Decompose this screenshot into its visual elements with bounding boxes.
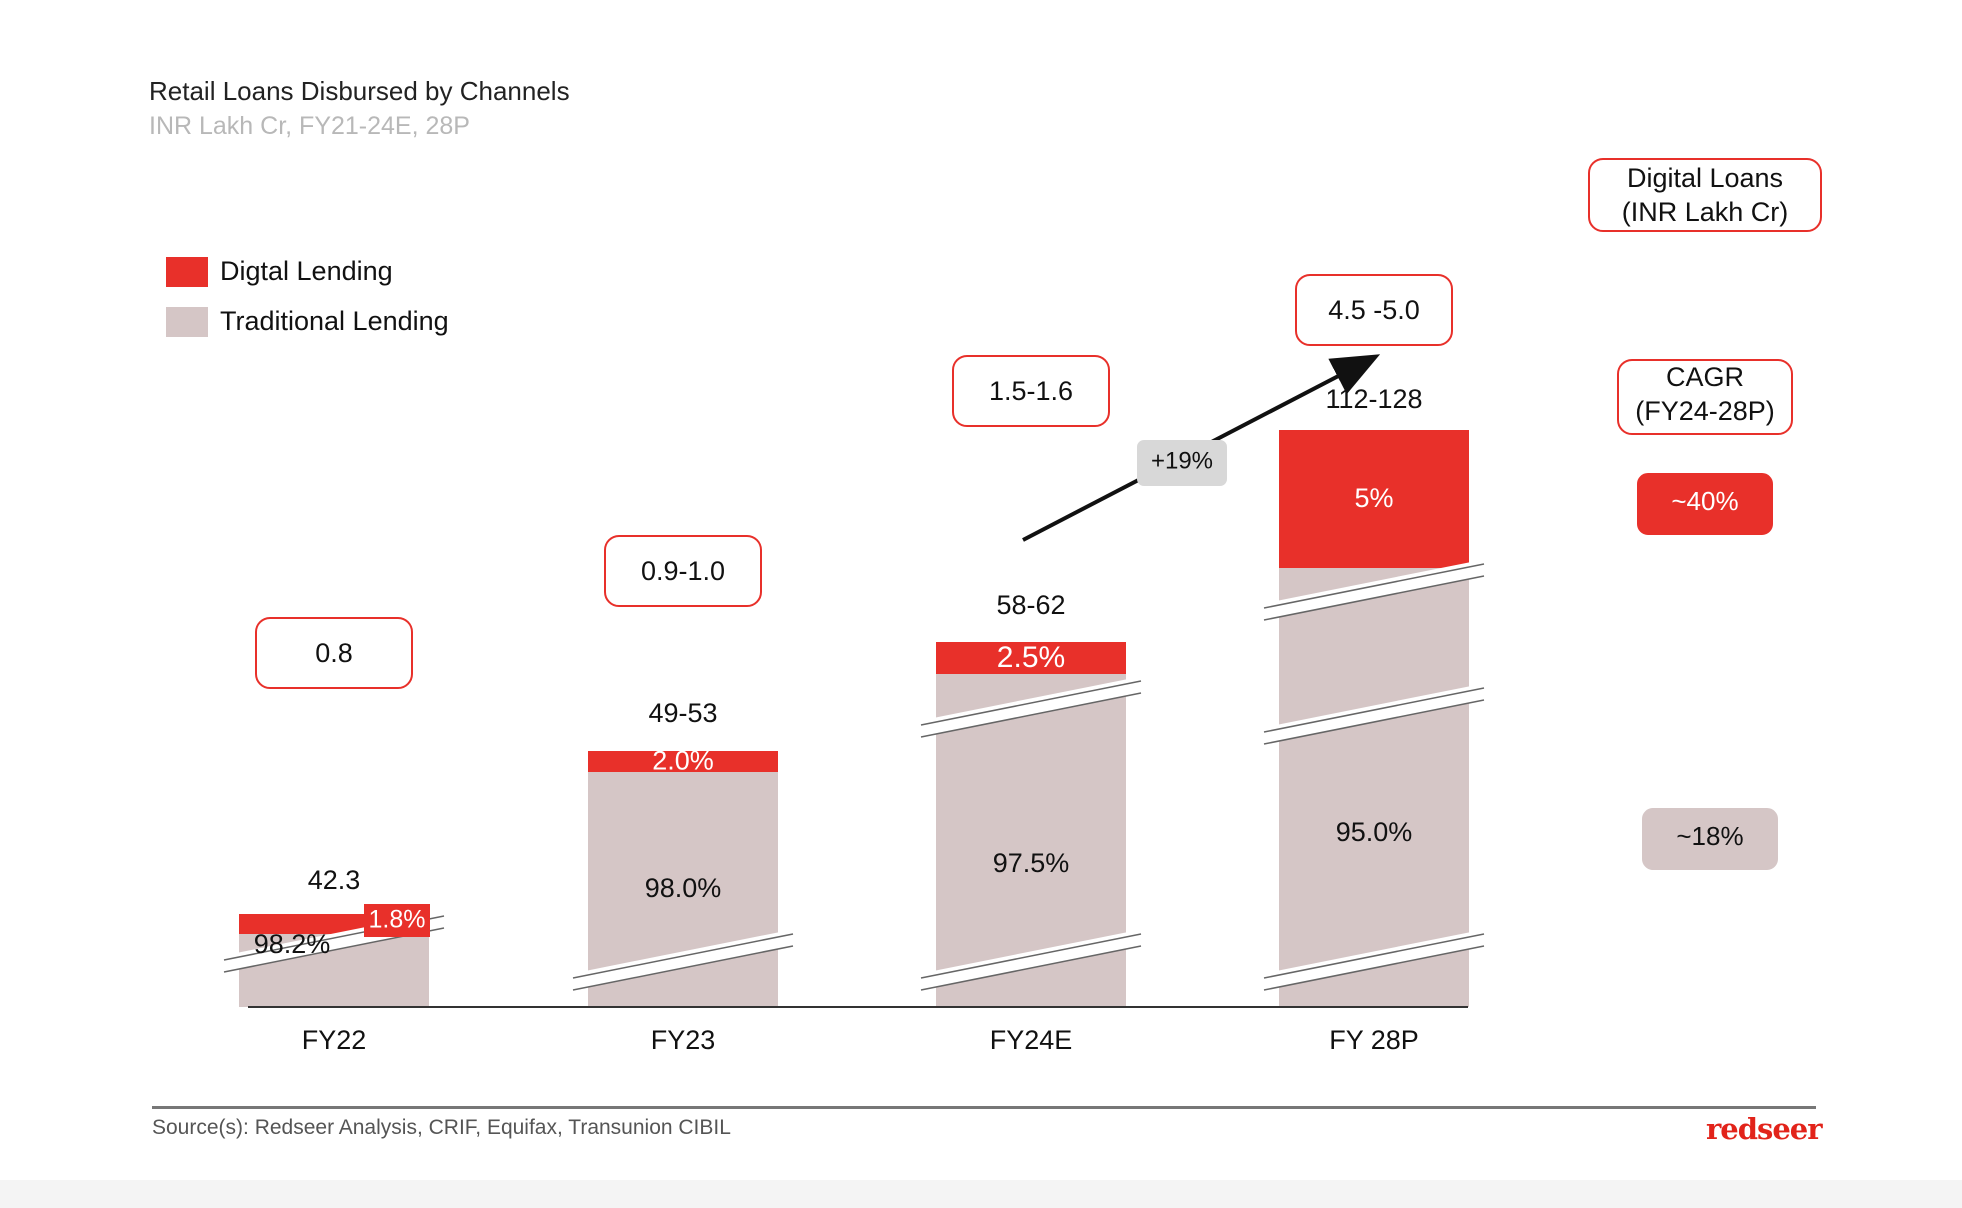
digital-loans-box bbox=[604, 535, 762, 607]
bar-digital bbox=[936, 642, 1126, 674]
axis-break-mark bbox=[920, 929, 1142, 991]
digital-loans-value: 0.9-1.0 bbox=[641, 556, 725, 586]
data-label-traditional: 98.2% bbox=[254, 929, 331, 959]
legend-swatch-traditional bbox=[166, 306, 208, 337]
axis-break-mark-line bbox=[1263, 933, 1485, 979]
footer-divider bbox=[152, 1106, 1816, 1109]
total-label: 42.3 bbox=[308, 865, 361, 895]
data-label-digital: 2.0% bbox=[652, 746, 714, 776]
cagr-header-text: CAGR bbox=[1666, 362, 1744, 392]
traditional-cagr-value: ~18% bbox=[1676, 821, 1743, 851]
axis-break-mark-line bbox=[1263, 945, 1485, 991]
cagr-header-box bbox=[1617, 359, 1793, 435]
data-label-digital: 2.5% bbox=[997, 641, 1065, 674]
axis-break-mark-line bbox=[1263, 699, 1485, 745]
chart-subtitle: INR Lakh Cr, FY21-24E, 28P bbox=[149, 112, 470, 140]
digital-loans-header-box bbox=[1588, 158, 1822, 232]
axis-break-mark-line bbox=[572, 945, 794, 991]
digital-loans-value: 0.8 bbox=[315, 638, 353, 668]
axis-break-mark-line bbox=[920, 680, 1142, 726]
data-label-digital: 5% bbox=[1354, 483, 1393, 513]
bar-traditional bbox=[1279, 568, 1469, 1007]
x-tick-label: FY22 bbox=[302, 1025, 367, 1055]
traditional-cagr-badge bbox=[1642, 808, 1778, 870]
digital-loans-box bbox=[1295, 274, 1453, 346]
digital-loans-value: 4.5 -5.0 bbox=[1328, 295, 1420, 325]
data-label-traditional: 98.0% bbox=[645, 873, 722, 903]
axis-break-mark-line bbox=[1263, 575, 1485, 621]
bottom-strip bbox=[0, 1180, 1962, 1208]
axis-break-mark-line bbox=[920, 945, 1142, 991]
digital-loans-box bbox=[255, 617, 413, 689]
digital-loans-value: 1.5-1.6 bbox=[989, 376, 1073, 406]
total-label: 112-128 bbox=[1325, 384, 1422, 414]
growth-label: +19% bbox=[1151, 447, 1213, 474]
chart-area: 1.8% 98.2% 42.3 0.8 FY22 2.0% 98.0% 49-53 0.9-1.… bbox=[223, 158, 1822, 1055]
axis-break-mark bbox=[1263, 929, 1485, 991]
axis-break-mark bbox=[1263, 683, 1485, 745]
axis-break-mark-line bbox=[1263, 563, 1485, 609]
axis-break-mark-line bbox=[572, 933, 794, 979]
source-note: Source(s): Redseer Analysis, CRIF, Equif… bbox=[152, 1116, 731, 1139]
growth-badge bbox=[1137, 440, 1227, 486]
legend-label-digital: Digtal Lending bbox=[220, 256, 393, 286]
bar-digital bbox=[588, 751, 778, 772]
data-label-traditional: 95.0% bbox=[1336, 817, 1413, 847]
digital-loans-box bbox=[952, 355, 1110, 427]
axis-break-mark-line bbox=[920, 692, 1142, 738]
total-label: 49-53 bbox=[648, 698, 717, 728]
axis-break-mark bbox=[572, 929, 794, 991]
total-label: 58-62 bbox=[996, 590, 1065, 620]
legend-swatch-digital bbox=[166, 256, 208, 287]
axis-break-mark-line bbox=[1263, 687, 1485, 733]
legend-item-digital: Digtal Lending bbox=[166, 256, 393, 287]
axis-break-mark bbox=[1263, 559, 1485, 621]
digital-cagr-value: ~40% bbox=[1671, 486, 1738, 516]
digital-cagr-badge bbox=[1637, 473, 1773, 535]
axis-break-mark-line bbox=[920, 933, 1142, 979]
chart-title: Retail Loans Disbursed by Channels bbox=[149, 76, 570, 106]
bar-digital bbox=[1279, 430, 1469, 568]
legend-label-traditional: Traditional Lending bbox=[220, 306, 449, 336]
axis-break-mark bbox=[920, 676, 1142, 738]
data-label-traditional: 97.5% bbox=[993, 848, 1070, 878]
digital-loans-header-text: (INR Lakh Cr) bbox=[1622, 197, 1789, 227]
x-tick-label: FY 28P bbox=[1329, 1025, 1419, 1055]
x-tick-label: FY23 bbox=[651, 1025, 716, 1055]
digital-label-tag bbox=[364, 904, 430, 937]
redseer-logo: redseer bbox=[1706, 1112, 1823, 1146]
cagr-header-text: (FY24-28P) bbox=[1635, 396, 1775, 426]
x-tick-label: FY24E bbox=[990, 1025, 1073, 1055]
digital-loans-header-text: Digital Loans bbox=[1627, 163, 1783, 193]
data-label-digital: 1.8% bbox=[369, 906, 426, 934]
legend-item-traditional: Traditional Lending bbox=[166, 306, 449, 337]
